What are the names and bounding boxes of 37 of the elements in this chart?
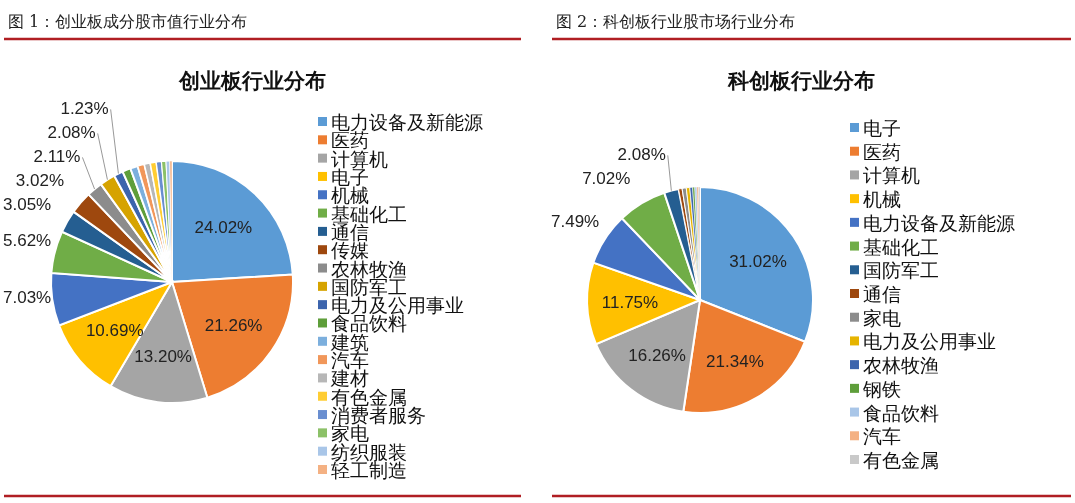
legend-label: 国防军工: [863, 260, 939, 282]
data-label: 2.11%: [33, 147, 81, 167]
data-label: 13.20%: [134, 347, 192, 367]
data-label: 7.03%: [3, 287, 52, 307]
legend-label: 有色金属: [863, 450, 939, 471]
data-label: 2.08%: [47, 123, 96, 143]
data-label: 21.34%: [706, 351, 764, 371]
legend-label: 家电: [863, 307, 901, 329]
chart-title: 创业板行业分布: [178, 69, 326, 92]
data-label: 5.62%: [3, 231, 52, 251]
data-label: 16.26%: [628, 346, 686, 366]
data-label: 7.49%: [551, 211, 600, 231]
legend-label: 计算机: [863, 165, 920, 187]
legend-label: 通信: [863, 284, 901, 305]
data-label: 24.02%: [194, 218, 253, 238]
legend-label: 机械: [863, 189, 901, 211]
legend-label: 电子: [863, 118, 901, 139]
data-label: 11.75%: [601, 293, 659, 313]
legend-label: 食品饮料: [863, 402, 939, 424]
data-label: 31.02%: [729, 251, 787, 271]
legend-label: 汽车: [863, 426, 901, 448]
data-label: 21.26%: [204, 315, 263, 335]
data-label: 1.23%: [60, 99, 109, 119]
legend-label: 钢铁: [862, 378, 901, 400]
data-label: 10.69%: [85, 321, 144, 341]
legend-label: 电力及公用事业: [863, 331, 996, 353]
caption: 图 1：创业板成分股市值行业分布: [8, 12, 248, 31]
data-label: 2.08%: [617, 145, 666, 165]
legend-label: 农林牧渔: [863, 355, 939, 377]
data-label: 3.02%: [15, 171, 65, 191]
legend-label: 电力设备及新能源: [863, 212, 1015, 234]
chart-title: 科创板行业分布: [727, 69, 875, 92]
data-label: 7.02%: [582, 169, 631, 189]
caption: 图 2：科创板行业股市场行业分布: [556, 12, 796, 31]
legend-label: 医药: [863, 141, 901, 163]
legend-label: 基础化工: [863, 236, 939, 258]
data-label: 3.05%: [3, 195, 52, 215]
